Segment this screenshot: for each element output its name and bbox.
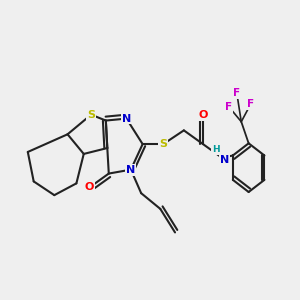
Text: S: S — [159, 139, 167, 149]
Text: O: O — [198, 110, 208, 120]
Text: F: F — [247, 99, 254, 109]
Text: O: O — [85, 182, 94, 192]
Text: H: H — [212, 146, 220, 154]
Text: F: F — [225, 102, 233, 112]
Text: S: S — [87, 110, 95, 120]
Text: N: N — [220, 155, 229, 165]
Text: N: N — [126, 165, 136, 175]
Text: F: F — [233, 88, 240, 98]
Text: N: N — [122, 114, 131, 124]
